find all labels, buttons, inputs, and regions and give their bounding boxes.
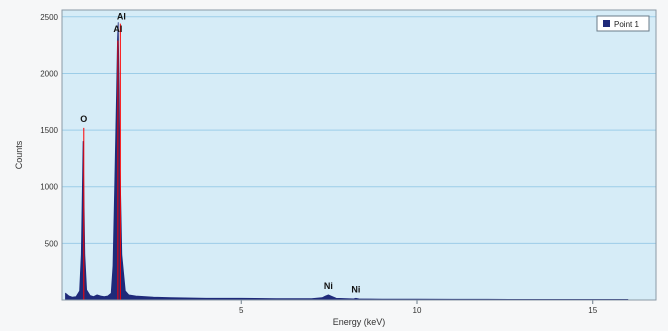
legend-box xyxy=(596,15,650,32)
grid-lines xyxy=(62,16,656,244)
x-tick-label: 10 xyxy=(413,306,422,315)
element-label: O xyxy=(80,114,87,124)
element-annotations: O Al Al Ni Ni xyxy=(80,11,360,294)
x-tick-label: 15 xyxy=(588,306,597,315)
legend-label: Point 1 xyxy=(614,20,639,29)
y-tick-label: 2500 xyxy=(40,13,58,22)
legend: Point 1 xyxy=(596,15,650,32)
element-label: Ni xyxy=(324,281,333,291)
y-tick-label: 500 xyxy=(45,239,59,248)
x-tick-label: 5 xyxy=(239,306,244,315)
y-axis-label: Counts xyxy=(14,140,24,169)
element-label: Ni xyxy=(351,284,360,294)
y-tick-label: 1000 xyxy=(40,183,58,192)
element-label: Al xyxy=(113,24,122,34)
plot-border xyxy=(61,9,657,301)
y-tick-label: 2000 xyxy=(40,69,58,78)
plot-area xyxy=(62,10,656,300)
legend-swatch xyxy=(603,20,610,27)
y-tick-label: 1500 xyxy=(40,126,58,135)
element-label: Al xyxy=(117,11,126,21)
x-tick-labels: 5 10 15 xyxy=(239,300,598,315)
x-axis-label: Energy (keV) xyxy=(333,317,386,327)
y-tick-labels: 500 1000 1500 2000 2500 xyxy=(40,13,58,249)
peak-markers xyxy=(83,23,121,300)
